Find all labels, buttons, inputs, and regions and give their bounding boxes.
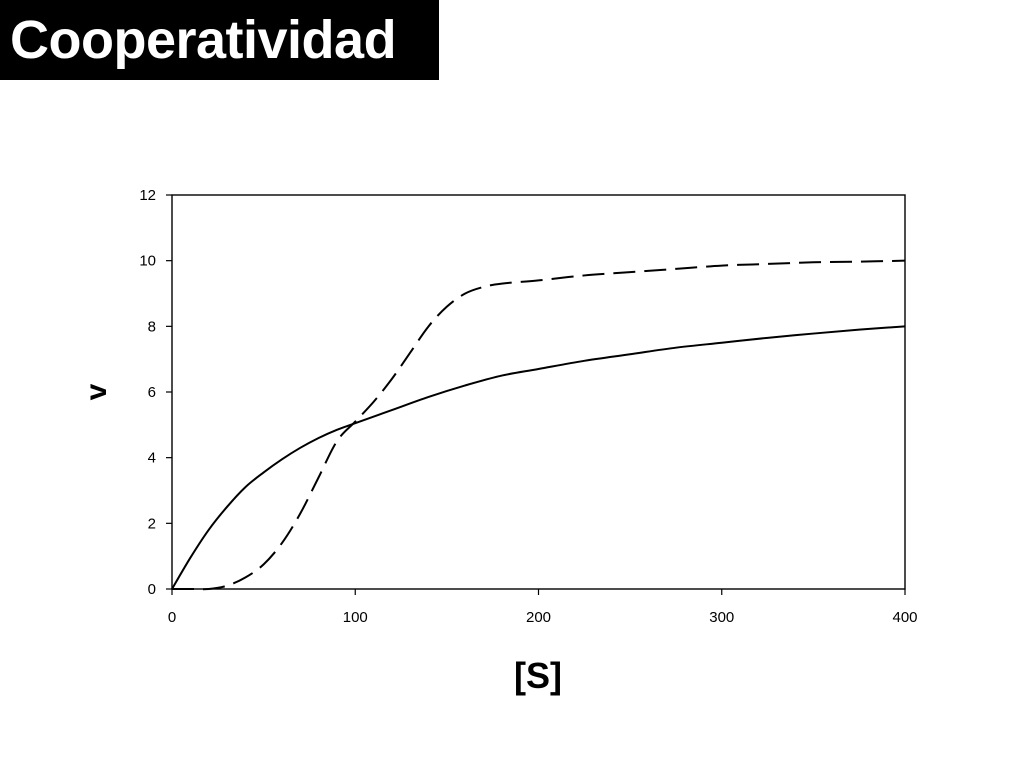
y-tick-label: 10 (139, 253, 156, 270)
x-tick-label: 0 (168, 609, 176, 626)
y-tick-label: 4 (148, 450, 156, 467)
title-banner: Cooperatividad (0, 0, 439, 80)
x-tick-label: 300 (709, 609, 734, 626)
x-tick-label: 100 (343, 609, 368, 626)
series-line-dashed (172, 259, 906, 591)
x-tick-label: 200 (526, 609, 551, 626)
series-line-solid (171, 325, 906, 590)
y-tick-label: 2 (148, 515, 156, 532)
y-tick-label: 8 (148, 318, 156, 335)
x-tick-label: 400 (892, 609, 917, 626)
y-tick-label: 6 (148, 384, 156, 401)
plot-area-frame (171, 194, 906, 590)
slide-title: Cooperatividad (10, 10, 397, 70)
y-tick-label: 12 (139, 187, 156, 204)
y-axis-title: v (80, 383, 113, 400)
y-tick-label: 0 (148, 581, 156, 598)
x-axis-title: [S] (514, 655, 562, 696)
